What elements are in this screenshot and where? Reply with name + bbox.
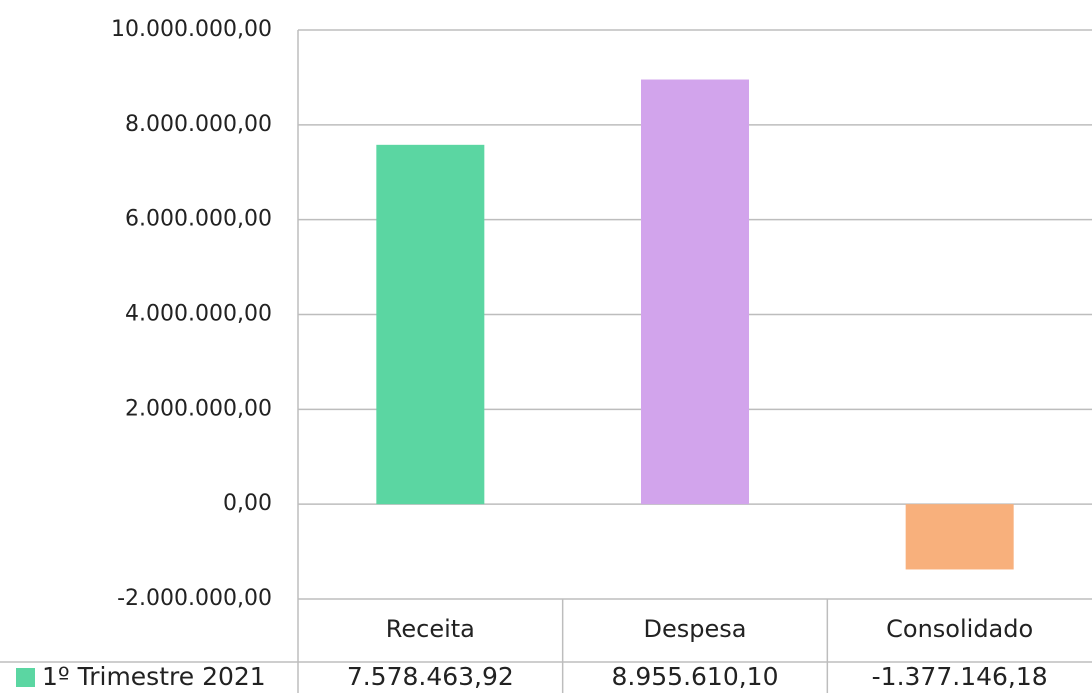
y-tick-label: 0,00 bbox=[223, 491, 272, 516]
table-value-cell: 8.955.610,10 bbox=[612, 662, 779, 691]
bar-receita bbox=[376, 144, 485, 505]
y-tick-label: 6.000.000,00 bbox=[125, 207, 272, 232]
table-value-cell: 7.578.463,92 bbox=[347, 662, 514, 691]
data-table: Receita Despesa Consolidado 1º Trimestre 20… bbox=[0, 599, 1092, 693]
legend-series-name: 1º Trimestre 2021 bbox=[42, 662, 266, 691]
y-tick-label: 10.000.000,00 bbox=[111, 17, 272, 42]
y-tick-label: 4.000.000,00 bbox=[125, 302, 272, 327]
y-tick-label: 8.000.000,00 bbox=[125, 112, 272, 137]
y-tick-label: 2.000.000,00 bbox=[125, 396, 272, 421]
table-value-cell: -1.377.146,18 bbox=[872, 662, 1048, 691]
y-axis: -2.000.000,00 0,00 2.000.000,00 4.000.000,0… bbox=[111, 17, 272, 611]
legend-swatch bbox=[16, 668, 35, 687]
bar-despesa bbox=[641, 79, 749, 505]
category-label: Despesa bbox=[644, 615, 747, 643]
category-label: Receita bbox=[386, 615, 475, 643]
bar-consolidado bbox=[905, 504, 1014, 570]
category-label: Consolidado bbox=[886, 615, 1033, 643]
bars bbox=[376, 79, 1014, 570]
y-tick-label: -2.000.000,00 bbox=[117, 586, 272, 611]
